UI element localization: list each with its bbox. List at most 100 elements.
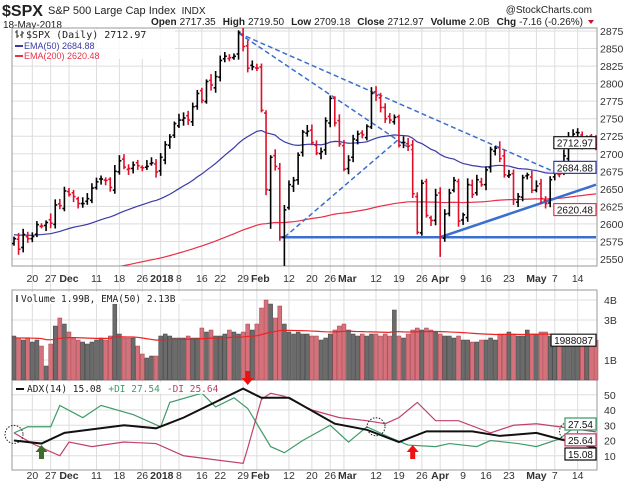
volume-bar xyxy=(231,331,237,381)
ohlc-bar xyxy=(346,155,351,175)
volume-tag-text: 1988087 xyxy=(554,336,593,347)
ohlc-bar xyxy=(575,128,580,137)
volume-bar xyxy=(314,335,319,381)
x-tick-label-bottom: 29 xyxy=(237,470,249,482)
ohlc-bar xyxy=(103,177,108,186)
price-tick-label: 2725 xyxy=(600,131,624,143)
x-tick-label-top: Mar xyxy=(338,273,357,285)
ohlc-bar xyxy=(135,159,140,170)
chg-value: -7.16 (-0.26%) xyxy=(519,17,583,28)
ohlc-bar xyxy=(21,228,26,253)
x-tick-label-bottom: 26 xyxy=(416,470,428,482)
close-label: Close xyxy=(357,17,385,28)
volume-bar xyxy=(373,333,379,381)
volume-bar xyxy=(240,331,246,381)
ohlc-bar xyxy=(369,87,374,130)
volume-bar xyxy=(277,305,283,381)
ohlc-bar xyxy=(451,176,456,193)
volume-layer xyxy=(11,299,599,381)
volume-bar xyxy=(492,339,498,381)
ohlc-bar xyxy=(387,112,392,124)
ohlc-bar xyxy=(493,146,498,156)
x-tick-label-bottom: 8 xyxy=(176,470,182,482)
arrow-up-icon xyxy=(35,445,48,459)
volume-bar xyxy=(410,329,415,381)
x-tick-label-bottom: 9 xyxy=(460,470,466,482)
volume-bar xyxy=(34,339,40,381)
volume-bar xyxy=(451,337,457,381)
adx-tick-label: 10 xyxy=(604,451,616,463)
ohlc-bar xyxy=(474,174,479,196)
ohlc-bar xyxy=(424,178,429,218)
ohlc-bar xyxy=(360,130,365,139)
volume-bar xyxy=(369,333,374,381)
ohlc-bar xyxy=(176,113,181,128)
ohlc-bar xyxy=(131,161,136,174)
volume-bar xyxy=(350,333,356,381)
ohlc-bar xyxy=(158,153,163,176)
volume-bar xyxy=(309,335,315,381)
ohlc-bar xyxy=(378,92,383,113)
ohlc-bar xyxy=(231,53,236,60)
x-tick-label-top: Apr xyxy=(431,273,449,285)
volume-tick-label: 1B xyxy=(604,355,617,367)
ohlc-bar xyxy=(296,152,301,185)
x-tick-label-top: 23 xyxy=(503,273,515,285)
volume-bar xyxy=(378,335,383,381)
ohlc-bar xyxy=(209,74,214,91)
axes: 20202727DecDec11111818262620182018881616… xyxy=(26,26,623,482)
volume-bar xyxy=(98,337,104,381)
volume-bar xyxy=(515,335,521,381)
ohlc-bar xyxy=(429,215,434,227)
volume-bar xyxy=(332,329,338,381)
price-tick-label: 2675 xyxy=(600,166,624,178)
x-tick-label-top: Dec xyxy=(59,273,78,285)
ema50-tag-box xyxy=(553,160,597,174)
plus-di-tag-text: 27.54 xyxy=(568,420,593,431)
ohlc-bar xyxy=(305,125,310,137)
price-legend-bg xyxy=(13,29,175,59)
x-tick-label-bottom: Feb xyxy=(251,470,270,482)
ohlc-bar xyxy=(442,209,447,242)
ohlc-bar xyxy=(328,95,333,128)
triangle-down-icon xyxy=(588,20,594,24)
high-value: 2719.50 xyxy=(248,17,285,28)
ohlc-bar xyxy=(57,198,62,210)
ohlc-bar xyxy=(300,129,305,157)
minus-di-tag-text: 25.64 xyxy=(568,436,593,447)
volume-bar xyxy=(396,335,402,381)
x-tick-label-bottom: 18 xyxy=(114,470,126,482)
volume-bar xyxy=(291,333,296,381)
volume-bar xyxy=(167,335,173,381)
volume-bar xyxy=(103,339,108,381)
ohlc-bar xyxy=(89,183,94,204)
ohlc-bar xyxy=(415,192,420,235)
price-tick-label: 2825 xyxy=(600,61,624,73)
ohlc-bar xyxy=(433,188,438,226)
volume-bar xyxy=(204,331,209,381)
ohlc-bar xyxy=(406,138,411,151)
ohlc-bar xyxy=(112,164,117,194)
volume-bar xyxy=(135,345,140,381)
volume-bar xyxy=(305,333,310,381)
ema200-tag-text: 2620.48 xyxy=(557,206,594,217)
x-tick-label-bottom: 14 xyxy=(572,470,584,482)
symbol: $SPX xyxy=(2,3,43,20)
ohlc-bar xyxy=(167,134,172,149)
x-tick-label-bottom: 19 xyxy=(393,470,405,482)
ema50-line xyxy=(13,129,597,236)
minus-di-tag-box xyxy=(564,433,597,447)
ohlc-bar xyxy=(62,186,67,212)
volume-bar xyxy=(39,345,44,381)
ohlc-bar xyxy=(264,110,269,196)
volume-bar xyxy=(382,333,388,381)
x-tick-label-top: 7 xyxy=(552,273,558,285)
volume-bar xyxy=(470,341,475,381)
volume-bar xyxy=(107,335,113,381)
ohlc-bar xyxy=(465,178,470,222)
ohlc-bar xyxy=(392,114,397,125)
volume-bar xyxy=(250,329,255,381)
ohlc-bar xyxy=(195,89,200,110)
ohlc-bar xyxy=(534,180,539,193)
